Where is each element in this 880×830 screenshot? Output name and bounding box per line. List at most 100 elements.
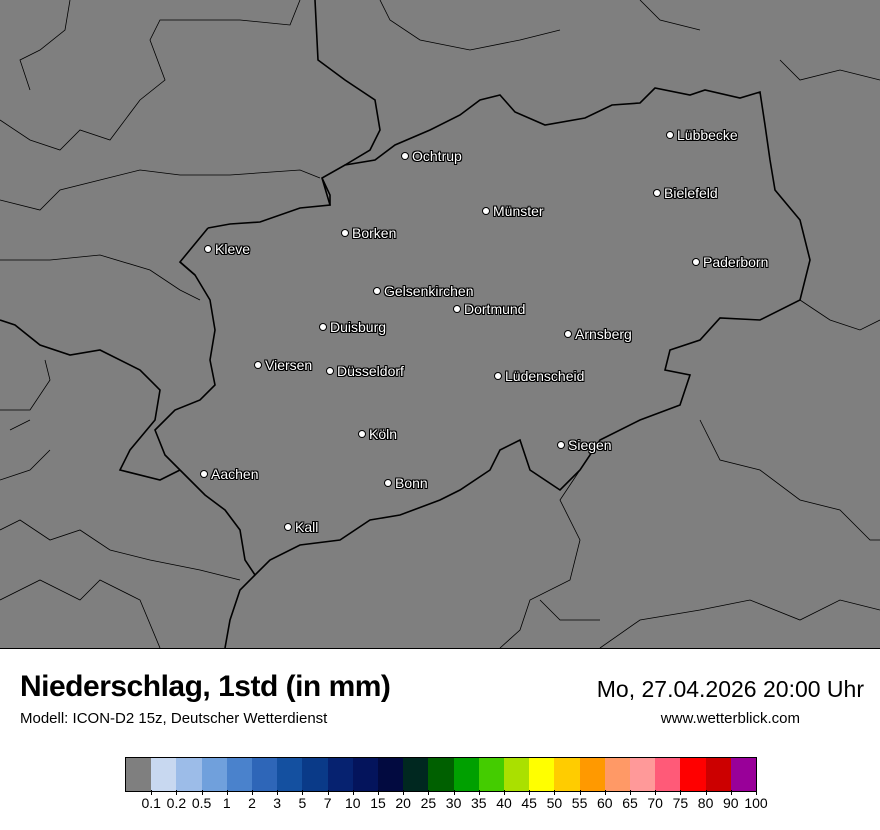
legend-swatch — [352, 758, 379, 791]
city-aachen: Aachen — [201, 466, 258, 482]
city-borken: Borken — [342, 225, 396, 241]
city-label: Lüdenscheid — [505, 368, 585, 384]
city-dot — [454, 306, 460, 312]
city-bonn: Bonn — [385, 475, 428, 491]
legend-swatch — [428, 758, 454, 791]
legend-swatch — [378, 758, 404, 791]
legend-tick — [630, 790, 631, 795]
precipitation-map: Ochtrup Lübbecke Bielefeld Münster Borke… — [0, 0, 880, 649]
legend-tick-label: 2 — [248, 795, 256, 811]
color-legend — [125, 757, 757, 792]
city-label: Bonn — [395, 475, 428, 491]
legend-swatch — [554, 758, 580, 791]
legend-tick-label: 25 — [420, 795, 437, 811]
city-dot — [255, 362, 261, 368]
legend-tick-label: 20 — [395, 795, 411, 811]
model-subtitle: Modell: ICON-D2 15z, Deutscher Wetterdie… — [20, 710, 328, 727]
region-border — [0, 0, 880, 648]
legend-swatch — [151, 758, 177, 791]
legend-swatch — [604, 758, 631, 791]
legend-tick — [352, 790, 354, 795]
city-dot — [327, 368, 333, 374]
city-dot — [385, 480, 391, 486]
city-paderborn: Paderborn — [693, 254, 768, 270]
state-border — [154, 87, 811, 577]
legend-tick — [604, 790, 606, 795]
city-koeln: Köln — [359, 426, 397, 442]
city-label: Paderborn — [703, 254, 769, 270]
city-label: Ochtrup — [412, 148, 462, 164]
legend-tick — [403, 790, 405, 795]
legend-tick — [302, 790, 304, 795]
legend-tick-label: 55 — [571, 795, 588, 811]
city-luedenscheid: Lüdenscheid — [495, 368, 584, 384]
legend-swatch — [453, 758, 479, 791]
city-muenster: Münster — [483, 203, 544, 219]
city-arnsberg: Arnsberg — [565, 326, 632, 342]
legend-swatch — [478, 758, 505, 791]
legend-tick — [730, 790, 732, 795]
legend-swatch — [705, 758, 731, 791]
legend-tick-label: 45 — [521, 795, 537, 811]
legend-tick — [478, 790, 480, 795]
city-kleve: Kleve — [205, 241, 250, 257]
city-dot — [483, 208, 489, 214]
legend-tick-label: 80 — [697, 795, 714, 811]
legend-tick-label: 90 — [723, 795, 739, 811]
legend-tick — [554, 790, 556, 795]
legend-tick-label: 40 — [496, 795, 512, 811]
legend-swatch — [579, 758, 605, 791]
legend-tick-label: 7 — [323, 795, 332, 811]
legend-swatch — [302, 758, 328, 791]
legend-tick-label: 15 — [370, 795, 386, 811]
legend-tick-label: 70 — [647, 795, 663, 811]
city-dot — [667, 132, 673, 138]
city-viersen: Viersen — [255, 357, 312, 373]
city-label: Arnsberg — [575, 326, 632, 342]
city-gelsenkirchen: Gelsenkirchen — [374, 283, 474, 299]
legend-swatch — [126, 758, 152, 791]
city-dortmund: Dortmund — [454, 301, 525, 317]
legend-tick — [756, 790, 757, 795]
city-label: Kall — [295, 519, 319, 535]
city-label: Borken — [352, 225, 397, 241]
legend-tick — [529, 790, 531, 795]
legend-tick-label: 0.5 — [191, 795, 212, 811]
city-dot — [565, 331, 571, 337]
legend-tick-label: 10 — [345, 795, 361, 811]
legend-tick — [252, 790, 253, 795]
legend-tick — [428, 790, 430, 795]
legend-tick — [378, 790, 379, 795]
legend-swatch — [176, 758, 202, 791]
city-bielefeld: Bielefeld — [654, 185, 718, 201]
legend-ticks: 0.1 0.2 0.5 1 2 3 5 7 10 15 20 25 30 35 40 45 50 55 60 65 70… — [126, 790, 768, 820]
legend-swatch — [252, 758, 278, 791]
city-dot — [342, 230, 348, 236]
legend-swatch — [655, 758, 681, 791]
city-label: Düsseldorf — [337, 363, 404, 379]
legend-swatch — [529, 758, 555, 791]
city-label: Lübbecke — [677, 127, 738, 143]
legend-tick — [705, 790, 707, 795]
legend-tick-label: 5 — [298, 795, 307, 811]
legend-tick-label: 1 — [222, 795, 231, 811]
legend-tick-label: 0.2 — [166, 795, 187, 811]
city-ochtrup: Ochtrup — [402, 148, 462, 164]
legend-tick — [327, 790, 329, 795]
legend-swatch — [327, 758, 353, 791]
city-label: Bielefeld — [664, 185, 718, 201]
legend-swatch — [504, 758, 530, 791]
legend-tick-label: 50 — [546, 795, 563, 811]
city-dot — [285, 524, 291, 530]
legend-tick-label: 75 — [672, 795, 689, 811]
legend-swatch — [226, 758, 253, 791]
city-dot — [205, 246, 211, 252]
city-label: Viersen — [265, 357, 313, 373]
city-kall: Kall — [285, 519, 318, 535]
legend-tick-label: 100 — [744, 795, 768, 811]
legend-swatch — [680, 758, 706, 791]
legend-swatch — [277, 758, 303, 791]
city-dot — [374, 288, 380, 294]
country-border — [0, 0, 381, 648]
legend-tick — [655, 790, 657, 795]
